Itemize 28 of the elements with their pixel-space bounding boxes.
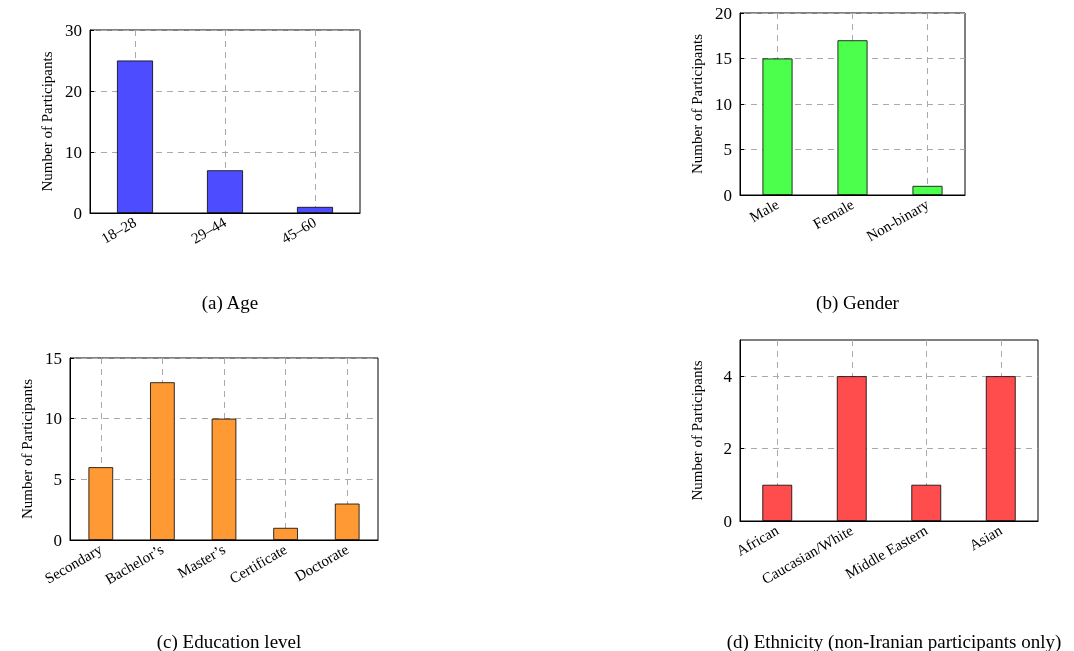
y-tick-label: 15 [45,348,62,368]
y-tick-label: 10 [65,142,82,162]
y-tick-label: 5 [723,140,732,159]
x-tick-label: Asian [966,521,1006,554]
x-tick-label: 18–28 [98,214,139,247]
y-tick-label: 0 [723,185,732,205]
y-tick-label: 20 [65,81,82,101]
y-axis-title: Number of Participants [18,378,35,519]
y-tick-label: 4 [723,366,733,386]
y-tick-label: 0 [723,511,732,531]
y-tick-label: 10 [715,94,732,114]
y-axis-title: Number of Participants [38,51,55,192]
text: (d) Ethnicity (non-Iranian participants only) [726,630,1062,651]
y-axis-title: Number of Participants [688,360,705,501]
x-tick-label: 45–60 [278,214,319,247]
y-axis-title: Number of Participants [688,33,705,174]
y-tick-label: 2 [723,439,732,459]
y-tick-label: 10 [45,409,62,429]
x-tick-label: Male [746,195,782,226]
y-tick-label: 20 [715,3,732,23]
y-tick-label: 0 [53,530,62,550]
text: (b) Gender [816,291,900,314]
text: (c) Education level [156,630,302,651]
text: (a) Age [201,291,259,314]
y-tick-label: 30 [65,20,82,40]
y-tick-label: 5 [53,469,62,489]
y-tick-label: 0 [73,203,82,223]
y-tick-label: 15 [715,49,732,68]
